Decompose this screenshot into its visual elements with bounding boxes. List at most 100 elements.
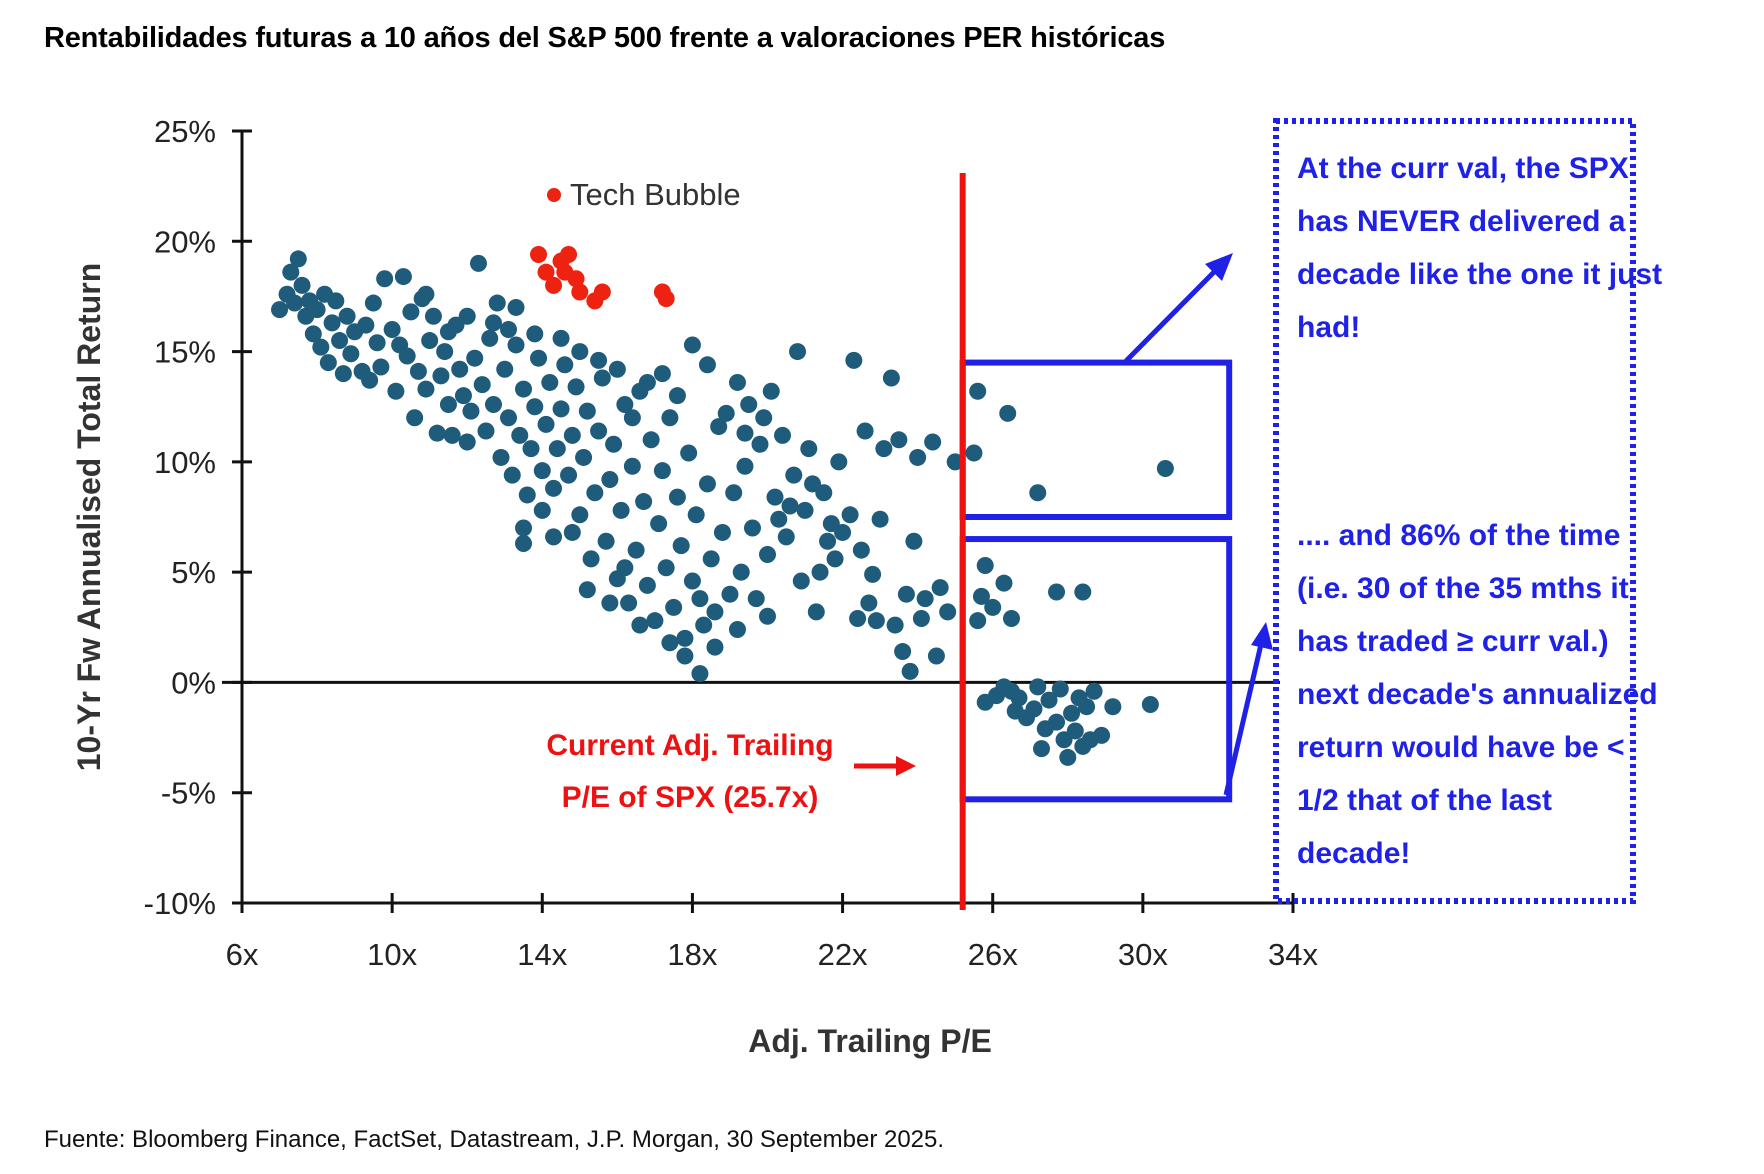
- data-point: [713, 523, 731, 541]
- tech-bubble-point: [593, 283, 611, 301]
- y-tick-label: -5%: [161, 776, 216, 811]
- x-axis-title: Adj. Trailing P/E: [748, 1023, 992, 1059]
- data-point: [867, 612, 885, 630]
- data-point: [331, 332, 349, 350]
- data-point: [518, 486, 536, 504]
- data-point: [736, 457, 754, 475]
- data-point: [676, 647, 694, 665]
- data-point: [691, 590, 709, 608]
- data-point: [571, 343, 589, 361]
- data-point: [894, 643, 912, 661]
- data-point: [1074, 583, 1092, 601]
- data-point: [432, 367, 450, 385]
- data-point: [484, 396, 502, 414]
- data-point: [747, 590, 765, 608]
- data-point: [740, 396, 758, 414]
- data-point: [702, 550, 720, 568]
- data-point: [706, 603, 724, 621]
- data-point: [428, 424, 446, 442]
- y-tick-label: 5%: [171, 555, 216, 590]
- data-point: [661, 634, 679, 652]
- data-point: [653, 365, 671, 383]
- data-point: [338, 307, 356, 325]
- top-note-line: had!: [1297, 311, 1360, 344]
- data-point: [605, 435, 623, 453]
- note-arrow-upper-head: [1205, 253, 1233, 281]
- tech-bubble-point: [530, 246, 548, 264]
- data-point: [424, 307, 442, 325]
- page-title: Rentabilidades futuras a 10 años del S&P…: [44, 22, 1166, 54]
- tech-bubble-point: [545, 276, 563, 294]
- y-tick-label: 20%: [154, 224, 216, 259]
- note-arrow-lower-head: [1251, 622, 1273, 650]
- data-point: [777, 528, 795, 546]
- data-point: [563, 523, 581, 541]
- data-point: [751, 435, 769, 453]
- top-note-line: At the curr val, the SPX: [1297, 152, 1629, 185]
- bottom-note-line: has traded ≥ curr val.): [1297, 625, 1609, 658]
- data-point: [421, 332, 439, 350]
- data-point: [927, 647, 945, 665]
- tech-bubble-point: [560, 246, 578, 264]
- data-point: [409, 362, 427, 380]
- data-point: [601, 471, 619, 489]
- data-point: [616, 396, 634, 414]
- data-point: [661, 409, 679, 427]
- data-point: [1059, 748, 1077, 766]
- x-tick-label: 22x: [818, 937, 868, 972]
- data-point: [439, 396, 457, 414]
- data-point: [327, 292, 345, 310]
- data-point: [458, 433, 476, 451]
- data-point: [774, 426, 792, 444]
- data-point: [368, 334, 386, 352]
- data-point: [293, 276, 311, 294]
- data-point: [387, 382, 405, 400]
- data-point: [469, 254, 487, 272]
- data-point: [728, 373, 746, 391]
- data-point: [999, 404, 1017, 422]
- data-point: [728, 620, 746, 638]
- data-point: [860, 594, 878, 612]
- data-point: [597, 532, 615, 550]
- data-point: [710, 418, 728, 436]
- data-point: [289, 250, 307, 268]
- data-point: [1074, 737, 1092, 755]
- data-point: [282, 263, 300, 281]
- data-point: [668, 488, 686, 506]
- data-point: [515, 380, 533, 398]
- data-point: [271, 301, 289, 319]
- y-axis-title: 10-Yr Fw Annualised Total Return: [71, 263, 107, 772]
- data-point: [638, 576, 656, 594]
- data-point: [571, 506, 589, 524]
- data-point: [946, 453, 964, 471]
- data-point: [436, 343, 454, 361]
- current-pe-label: P/E of SPX (25.7x): [562, 781, 819, 814]
- data-point: [969, 382, 987, 400]
- data-point: [481, 329, 499, 347]
- data-point: [657, 559, 675, 577]
- data-point: [1010, 689, 1028, 707]
- data-point: [1141, 695, 1159, 713]
- data-point: [792, 572, 810, 590]
- x-tick-label: 30x: [1118, 937, 1168, 972]
- data-point: [319, 354, 337, 372]
- data-point: [563, 426, 581, 444]
- data-point: [916, 590, 934, 608]
- data-point: [759, 607, 776, 625]
- data-point: [575, 448, 593, 466]
- data-point: [939, 603, 957, 621]
- data-point: [556, 356, 574, 374]
- data-point: [972, 587, 990, 605]
- data-point: [590, 422, 608, 440]
- data-point: [601, 594, 619, 612]
- tech-bubble-point: [567, 270, 585, 288]
- data-point: [1048, 583, 1066, 601]
- data-point: [286, 294, 304, 312]
- data-point: [488, 294, 506, 312]
- legend-label: Tech Bubble: [570, 177, 741, 212]
- data-point: [743, 519, 761, 537]
- data-point: [871, 510, 889, 528]
- data-point: [736, 424, 754, 442]
- data-point: [398, 347, 416, 365]
- data-point: [912, 609, 930, 627]
